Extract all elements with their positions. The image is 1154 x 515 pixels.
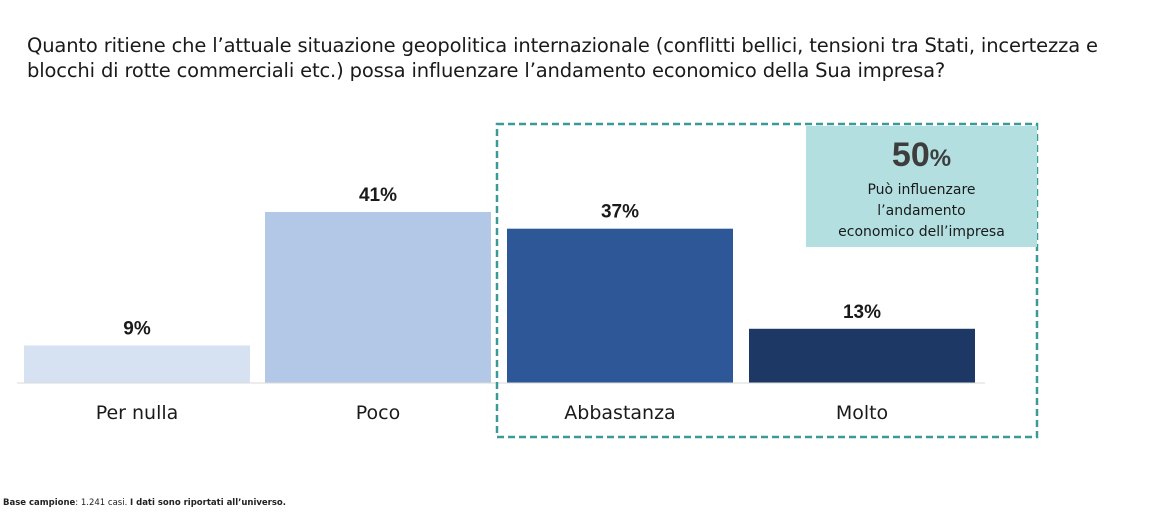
- footnote-base-value: : 1.241 casi.: [75, 498, 130, 508]
- footnote-note: I dati sono riportati all’universo.: [129, 498, 287, 508]
- bar-abbastanza: [507, 228, 733, 383]
- bar-molto: [749, 328, 975, 383]
- category-label-poco: Poco: [356, 402, 400, 424]
- value-label-poco: 41%: [359, 185, 397, 206]
- callout-value: 50%: [891, 136, 952, 174]
- value-label-abbastanza: 37%: [601, 202, 639, 223]
- value-label-molto: 13%: [843, 302, 881, 323]
- category-label-abbastanza: Abbastanza: [564, 402, 675, 424]
- value-label-per-nulla: 9%: [123, 318, 151, 339]
- bar-poco: [265, 212, 491, 383]
- footnote: Base campione: 1.241 casi. I dati sono r…: [3, 498, 286, 508]
- callout-box: 50% Può influenzare l’andamento economic…: [806, 126, 1037, 247]
- callout-text-line-3: economico dell’impresa: [838, 224, 1005, 240]
- category-label-molto: Molto: [836, 402, 888, 424]
- footnote-base-label: Base campione: [3, 498, 76, 508]
- bar-per-nulla: [24, 345, 250, 383]
- callout-text-line-2: l’andamento: [877, 203, 966, 219]
- question-title: Quanto ritiene che l’attuale situazione …: [27, 34, 1098, 82]
- category-label-per-nulla: Per nulla: [96, 402, 179, 424]
- highlight-box: [495, 122, 1039, 439]
- callout-text-line-1: Può influenzare: [867, 182, 976, 198]
